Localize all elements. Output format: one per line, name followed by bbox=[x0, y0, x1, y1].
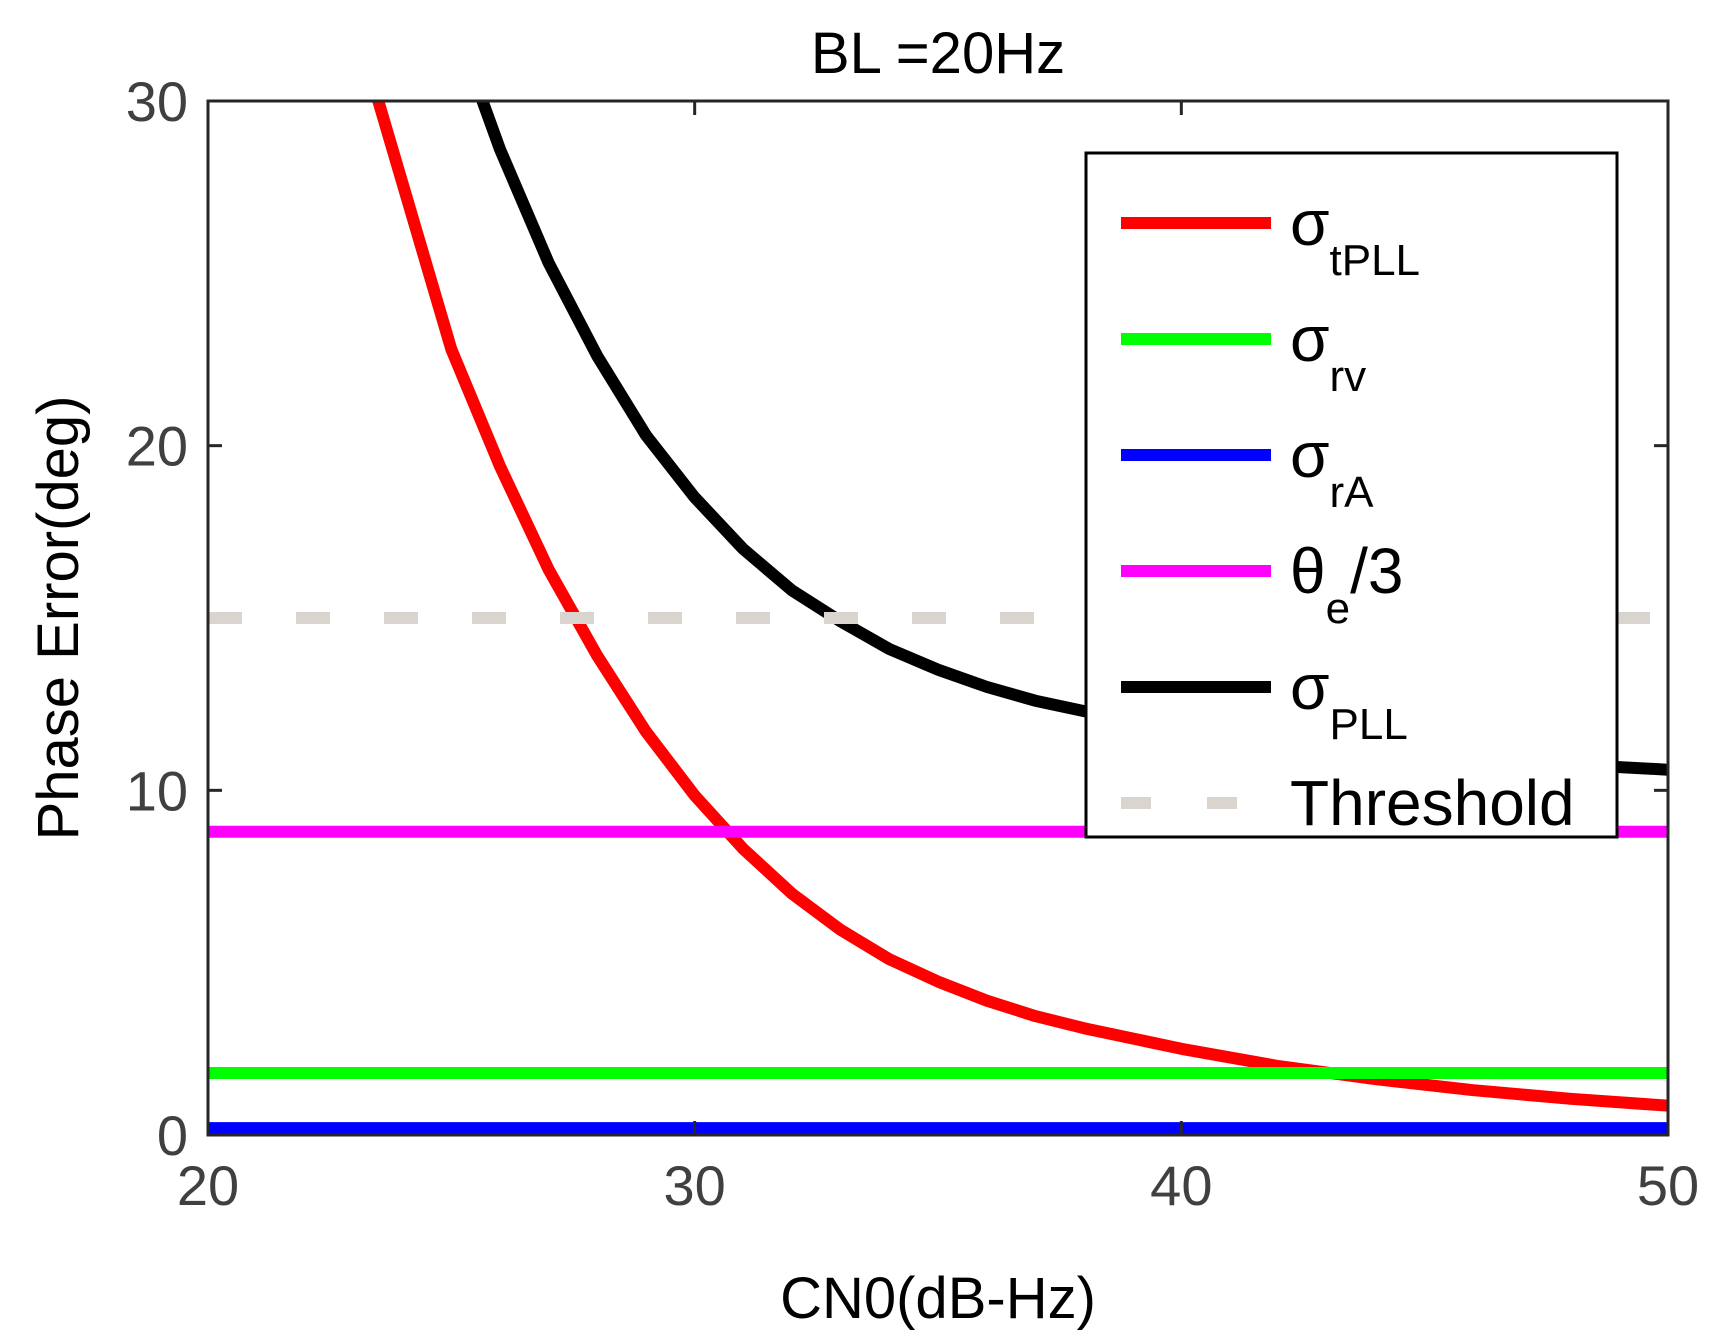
x-axis-label: CN0(dB-Hz) bbox=[780, 1266, 1096, 1331]
y-tick-label: 30 bbox=[126, 70, 188, 133]
x-tick-label: 20 bbox=[177, 1154, 239, 1217]
legend-label-main: σ bbox=[1290, 187, 1330, 259]
y-tick-label: 0 bbox=[157, 1104, 188, 1167]
legend-label: σtPLL bbox=[1290, 187, 1420, 285]
legend-box bbox=[1084, 151, 1619, 839]
chart-title: BL =20Hz bbox=[811, 21, 1065, 86]
series-layer bbox=[208, 101, 1668, 1135]
x-tick-label: 30 bbox=[664, 1154, 726, 1217]
legend-label-subscript: rA bbox=[1330, 468, 1375, 517]
legend-label-subscript: tPLL bbox=[1330, 236, 1421, 285]
legend-label-main: σ bbox=[1290, 303, 1330, 375]
legend-label-main: σ bbox=[1290, 651, 1330, 723]
y-tick-label: 10 bbox=[126, 759, 188, 822]
legend-label: θe/3 bbox=[1290, 535, 1403, 633]
plot-frame bbox=[206, 99, 1670, 1137]
legend-label-suffix: /3 bbox=[1350, 535, 1403, 607]
x-tick-label: 40 bbox=[1150, 1154, 1212, 1217]
y-tick-label: 20 bbox=[126, 415, 188, 478]
legend-label-subscript: PLL bbox=[1330, 700, 1408, 749]
legend-label-main: σ bbox=[1290, 419, 1330, 491]
legend-label: σrv bbox=[1290, 303, 1366, 401]
legend-label-main: Threshold bbox=[1290, 767, 1575, 839]
y-axis-label: Phase Error(deg) bbox=[26, 396, 91, 841]
ticks-layer: 20 30 40 50 0 10 20 30 bbox=[126, 70, 1699, 1217]
legend-label: Threshold bbox=[1290, 767, 1575, 839]
x-tick-label: 50 bbox=[1637, 1154, 1699, 1217]
legend-label-subscript: e bbox=[1326, 584, 1350, 633]
legend-label: σPLL bbox=[1290, 651, 1408, 749]
legend-label-subscript: rv bbox=[1330, 352, 1367, 401]
legend-label-main: θ bbox=[1290, 535, 1326, 607]
legend-label: σrA bbox=[1290, 419, 1374, 517]
